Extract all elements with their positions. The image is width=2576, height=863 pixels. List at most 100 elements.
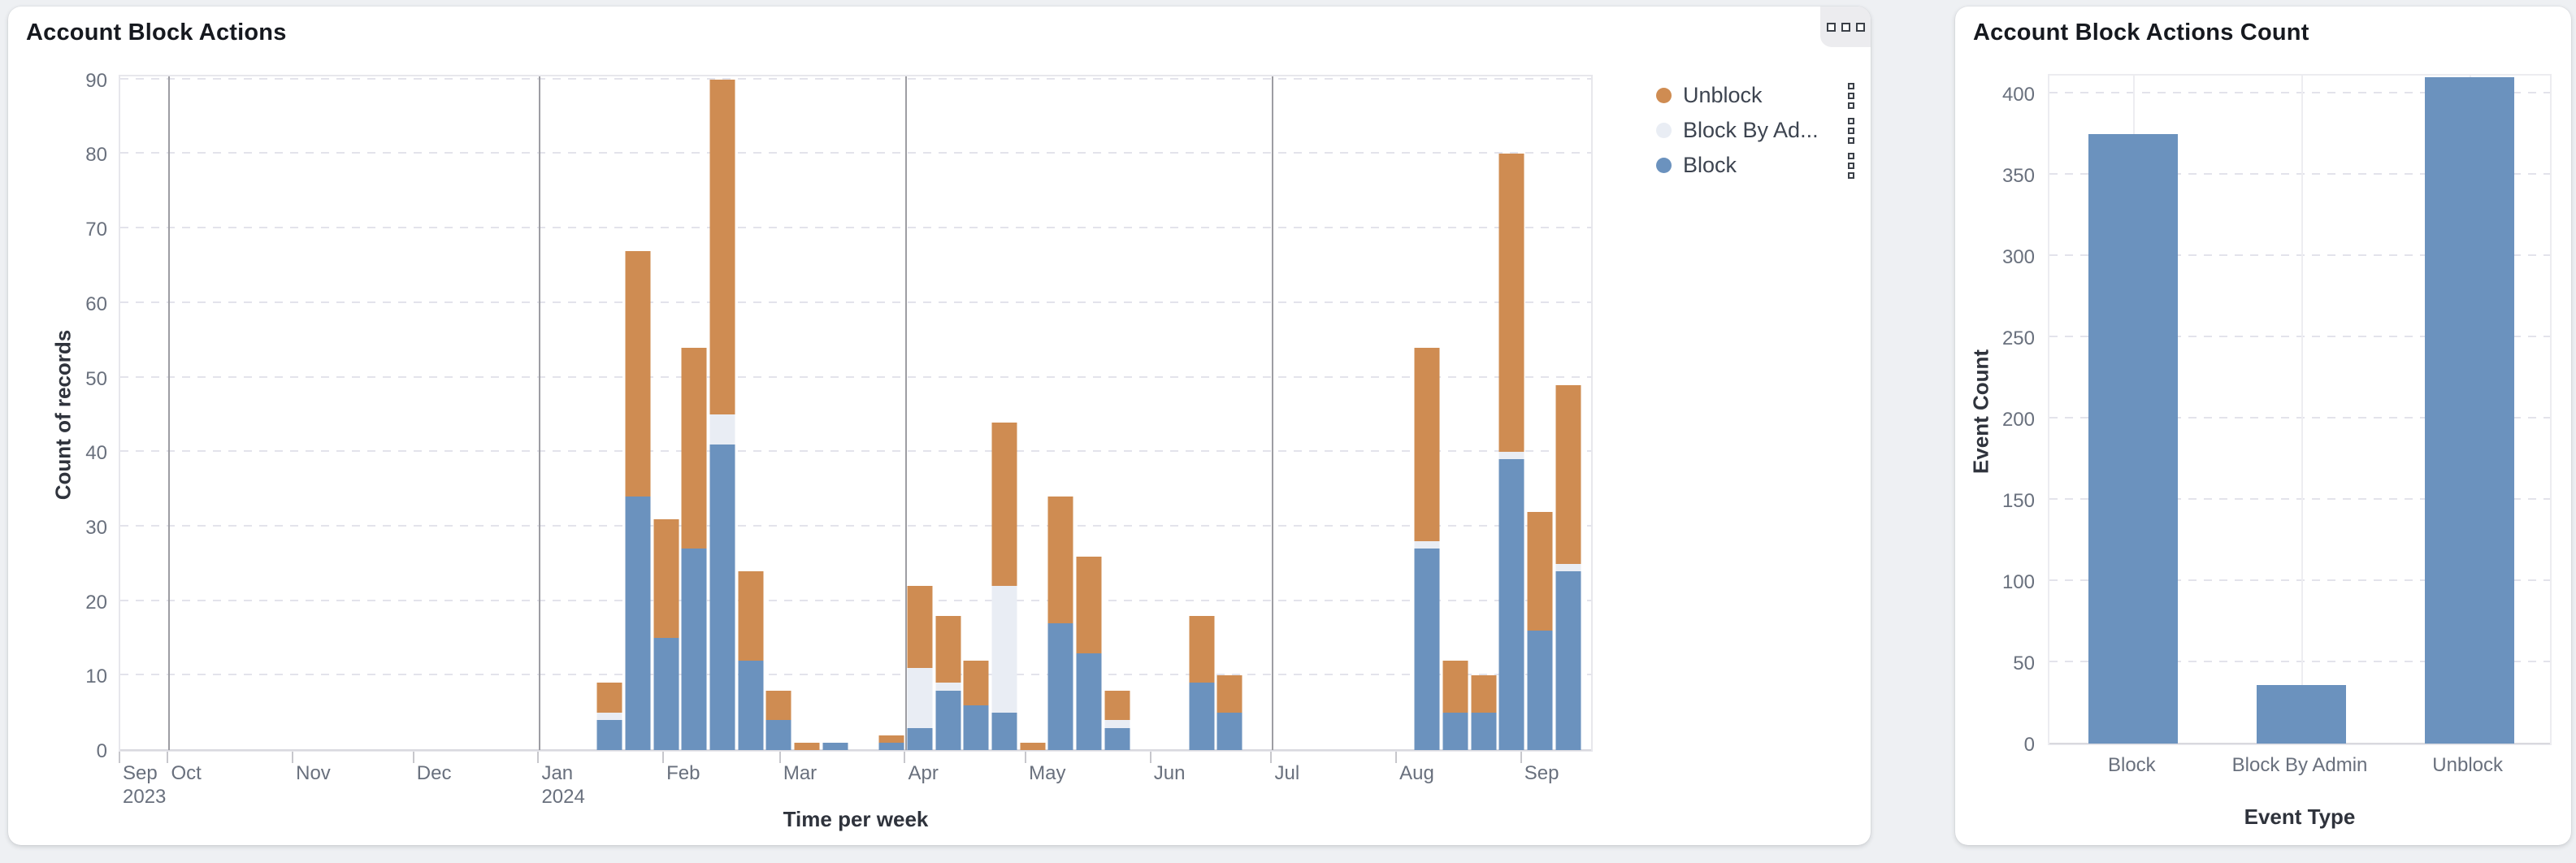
- bar-segment-unblock[interactable]: [1471, 675, 1497, 713]
- bar-segment-block[interactable]: [1189, 683, 1215, 750]
- stacked-bar-mar-25[interactable]: [878, 735, 904, 750]
- bar-segment-block[interactable]: [596, 720, 622, 750]
- stacked-bar-aug-19[interactable]: [1471, 675, 1497, 750]
- bar-block-by-admin[interactable]: [2257, 685, 2346, 744]
- bar-segment-block[interactable]: [907, 727, 933, 750]
- stacked-bar-aug-5[interactable]: [1414, 347, 1440, 750]
- gridline: [2049, 173, 2550, 175]
- bar-segment-block[interactable]: [738, 660, 764, 750]
- bar-segment-block[interactable]: [653, 638, 679, 750]
- stacked-bar-mar-11[interactable]: [822, 742, 848, 750]
- bar-segment-unblock[interactable]: [1442, 660, 1468, 713]
- bar-segment-block-by-admin[interactable]: [1414, 541, 1440, 549]
- bar-segment-unblock[interactable]: [1527, 511, 1553, 631]
- stacked-bar-jun-17[interactable]: [1216, 675, 1242, 750]
- stacked-bar-jun-10[interactable]: [1189, 615, 1215, 750]
- stacked-bar-apr-29[interactable]: [1020, 742, 1046, 750]
- legend-item-unblock[interactable]: Unblock: [1656, 78, 1858, 113]
- bar-segment-block[interactable]: [681, 549, 707, 750]
- bar-segment-block[interactable]: [878, 742, 904, 750]
- stacked-bar-apr-1[interactable]: [907, 586, 933, 750]
- legend-options-kebab-icon[interactable]: [1845, 150, 1858, 182]
- bar-segment-unblock[interactable]: [794, 742, 820, 750]
- bar-segment-block[interactable]: [991, 713, 1017, 750]
- stacked-bar-may-6[interactable]: [1047, 497, 1073, 750]
- bar-segment-block[interactable]: [1216, 713, 1242, 750]
- bar-segment-unblock[interactable]: [709, 79, 735, 415]
- bar-segment-block[interactable]: [1498, 459, 1524, 750]
- bar-segment-block[interactable]: [625, 497, 651, 750]
- stacked-bar-feb-26[interactable]: [765, 690, 791, 750]
- bar-segment-block[interactable]: [1414, 549, 1440, 750]
- bar-segment-unblock[interactable]: [625, 250, 651, 497]
- bar-segment-block[interactable]: [709, 445, 735, 750]
- legend-options-kebab-icon[interactable]: [1845, 115, 1858, 147]
- stacked-bar-feb-19[interactable]: [738, 570, 764, 750]
- stacked-bar-feb-12[interactable]: [709, 79, 735, 750]
- stacked-bar-apr-8[interactable]: [935, 615, 961, 750]
- right-chart-panel: Account Block Actions Count Event Count …: [1955, 7, 2571, 845]
- bar-segment-unblock[interactable]: [1555, 384, 1581, 564]
- month-tick-label: Sep 2023: [123, 762, 167, 808]
- stacked-bar-sep-9[interactable]: [1555, 384, 1581, 750]
- legend-item-block[interactable]: Block: [1656, 148, 1858, 183]
- bar-block[interactable]: [2088, 134, 2179, 744]
- bar-segment-block[interactable]: [963, 705, 989, 750]
- bar-segment-unblock[interactable]: [907, 586, 933, 669]
- bar-segment-block[interactable]: [1471, 713, 1497, 750]
- stacked-bar-may-20[interactable]: [1104, 690, 1130, 750]
- bar-segment-unblock[interactable]: [963, 660, 989, 705]
- bar-segment-unblock[interactable]: [653, 518, 679, 639]
- bar-segment-block-by-admin[interactable]: [991, 586, 1017, 713]
- stacked-bar-mar-4[interactable]: [794, 742, 820, 750]
- bar-segment-unblock[interactable]: [681, 347, 707, 549]
- stacked-bar-apr-15[interactable]: [963, 660, 989, 750]
- bar-segment-block-by-admin[interactable]: [907, 668, 933, 728]
- stacked-bar-sep-2[interactable]: [1527, 511, 1553, 750]
- bar-segment-unblock[interactable]: [1020, 742, 1046, 750]
- quarter-gridline: [1272, 76, 1274, 750]
- bar-segment-block[interactable]: [1555, 570, 1581, 750]
- bar-segment-block-by-admin[interactable]: [709, 414, 735, 445]
- legend-options-kebab-icon[interactable]: [1845, 80, 1858, 112]
- bar-segment-unblock[interactable]: [1047, 497, 1073, 624]
- bar-segment-block[interactable]: [1104, 727, 1130, 750]
- bar-segment-block-by-admin[interactable]: [596, 713, 622, 721]
- bar-segment-block[interactable]: [1047, 623, 1073, 750]
- stacked-bar-jan-29[interactable]: [653, 518, 679, 750]
- bar-segment-unblock[interactable]: [1414, 347, 1440, 542]
- bar-segment-unblock[interactable]: [738, 570, 764, 661]
- bar-segment-unblock[interactable]: [878, 735, 904, 743]
- bar-segment-unblock[interactable]: [935, 615, 961, 683]
- bar-segment-block-by-admin[interactable]: [1498, 452, 1524, 460]
- bar-segment-unblock[interactable]: [1189, 615, 1215, 683]
- bar-segment-block-by-admin[interactable]: [1555, 563, 1581, 571]
- bar-segment-block[interactable]: [765, 720, 791, 750]
- bar-segment-block[interactable]: [1442, 713, 1468, 750]
- bar-segment-block[interactable]: [1527, 631, 1553, 750]
- bar-segment-block[interactable]: [1076, 653, 1102, 750]
- bar-segment-unblock[interactable]: [765, 690, 791, 721]
- bar-segment-block[interactable]: [822, 742, 848, 750]
- stacked-bar-aug-12[interactable]: [1442, 660, 1468, 750]
- left-y-axis-title: Count of records: [50, 329, 76, 501]
- stacked-bar-jan-22[interactable]: [625, 250, 651, 750]
- stacked-bar-may-13[interactable]: [1076, 556, 1102, 750]
- legend-item-block-by-ad[interactable]: Block By Ad...: [1656, 113, 1858, 148]
- bar-segment-unblock[interactable]: [1498, 154, 1524, 453]
- stacked-bar-aug-26[interactable]: [1498, 154, 1524, 750]
- stacked-bar-jan-15[interactable]: [596, 683, 622, 750]
- bar-unblock[interactable]: [2424, 77, 2514, 744]
- stacked-bar-feb-5[interactable]: [681, 347, 707, 750]
- bar-segment-block-by-admin[interactable]: [1104, 720, 1130, 728]
- bar-segment-unblock[interactable]: [1104, 690, 1130, 721]
- gridline: [120, 301, 1591, 303]
- bar-segment-unblock[interactable]: [1076, 556, 1102, 653]
- panel-options-button[interactable]: [1820, 7, 1871, 47]
- bar-segment-unblock[interactable]: [991, 422, 1017, 587]
- bar-segment-block[interactable]: [935, 690, 961, 750]
- bar-segment-unblock[interactable]: [596, 683, 622, 713]
- stacked-bar-apr-22[interactable]: [991, 422, 1017, 750]
- bar-segment-unblock[interactable]: [1216, 675, 1242, 713]
- bar-segment-block-by-admin[interactable]: [935, 683, 961, 691]
